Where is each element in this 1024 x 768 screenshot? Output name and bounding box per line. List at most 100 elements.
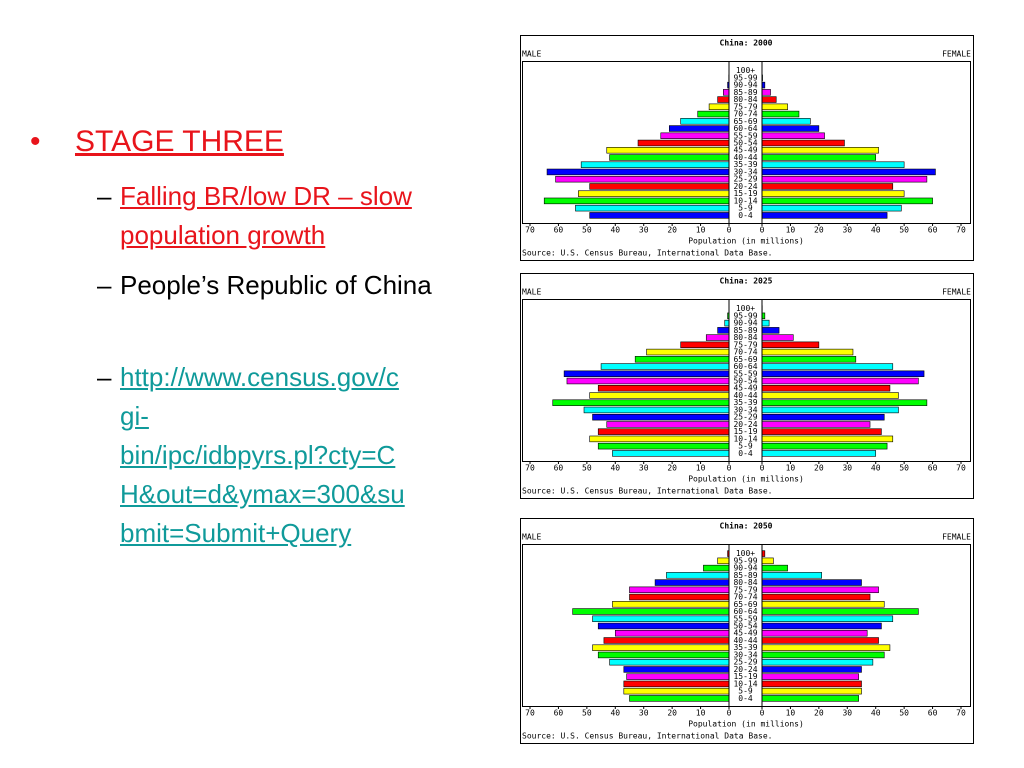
- bar-female: [761, 175, 928, 183]
- age-label: 95-99: [733, 73, 757, 82]
- link[interactable]: http://www.census.gov/c gi- bin/ipc/idbp…: [120, 358, 405, 553]
- age-label: 25-29: [733, 175, 757, 184]
- age-label: 0-4: [738, 211, 753, 220]
- bar-female: [761, 428, 882, 435]
- bar-male: [563, 370, 730, 377]
- age-label: 35-39: [733, 643, 757, 652]
- age-label: 55-59: [733, 369, 757, 378]
- bar-male: [626, 673, 730, 680]
- age-label: 5-9: [738, 204, 753, 213]
- bar-female: [761, 579, 862, 586]
- age-label: 45-49: [733, 629, 757, 638]
- bar-male: [592, 413, 730, 421]
- bar-male: [637, 139, 730, 147]
- age-label: 60-64: [733, 362, 757, 371]
- bar-female: [761, 132, 825, 139]
- bar-female: [761, 190, 905, 197]
- bar-male: [572, 608, 730, 615]
- x-tick-label: 60: [928, 709, 938, 718]
- bar-male: [666, 572, 730, 579]
- age-label: 65-69: [733, 355, 757, 364]
- bar-female: [761, 89, 771, 96]
- bar-male: [575, 204, 730, 212]
- bar-female: [761, 615, 894, 622]
- age-label: 30-34: [733, 167, 757, 176]
- x-tick-label: 10: [786, 464, 796, 473]
- bar-female: [761, 334, 794, 341]
- age-label: 50-54: [733, 377, 757, 386]
- bar-female: [761, 630, 868, 637]
- age-label: 90-94: [733, 81, 757, 90]
- bar-male: [597, 651, 730, 659]
- age-label: 35-39: [733, 398, 757, 407]
- x-tick-label: 60: [928, 226, 938, 235]
- sub-bullet: Falling BR/low DR – slow population grow…: [120, 181, 412, 250]
- bar-male: [597, 428, 730, 435]
- link-line: gi-: [120, 401, 149, 431]
- bar-male: [629, 695, 730, 702]
- bar-male: [708, 103, 730, 111]
- age-label: 15-19: [733, 427, 757, 436]
- bar-male: [600, 363, 730, 370]
- x-tick-label: 20: [814, 226, 824, 235]
- bar-female: [761, 622, 882, 630]
- x-tick-label: 70: [525, 464, 535, 473]
- link-line: http://www.census.gov/c: [120, 362, 399, 392]
- age-label: 45-49: [733, 146, 757, 155]
- x-tick-label: 20: [667, 464, 677, 473]
- x-tick-label: 20: [667, 709, 677, 718]
- link-line: bin/ipc/idbpyrs.pl?cty=C: [120, 440, 396, 470]
- x-tick-label: 70: [525, 709, 535, 718]
- x-tick-label: 70: [525, 226, 535, 235]
- age-label: 100+: [736, 66, 755, 75]
- bar-male: [717, 557, 730, 565]
- link-line: bmit=Submit+Query: [120, 518, 352, 548]
- plot-area: [522, 61, 971, 224]
- chart-title: China: 2000: [720, 38, 773, 48]
- age-label: 50-54: [733, 139, 757, 148]
- age-label: 15-19: [733, 189, 757, 198]
- bar-male: [603, 637, 730, 644]
- bar-male: [597, 385, 730, 392]
- age-label: 100+: [736, 304, 755, 313]
- bar-female: [761, 435, 894, 443]
- bar-female: [761, 118, 811, 125]
- x-tick-label: 0: [727, 709, 732, 718]
- bar-female: [761, 593, 871, 601]
- x-tick-label: 40: [610, 709, 620, 718]
- age-label: 55-59: [733, 131, 757, 140]
- bar-female: [761, 651, 885, 659]
- bar-female: [761, 161, 905, 168]
- bar-male: [555, 175, 730, 183]
- x-tick-label: 70: [956, 464, 966, 473]
- age-label: 40-44: [733, 153, 757, 162]
- bar-female: [761, 687, 862, 695]
- bar-male: [589, 435, 730, 443]
- dash: –: [97, 181, 112, 211]
- age-label: 70-74: [733, 593, 757, 602]
- x-tick-label: 50: [899, 464, 909, 473]
- age-label: 25-29: [733, 658, 757, 667]
- bar-male: [634, 356, 730, 363]
- bar-female: [761, 168, 936, 176]
- age-label: 30-34: [733, 405, 757, 414]
- x-tick-label: 0: [760, 709, 765, 718]
- bar-male: [609, 658, 730, 666]
- bar-female: [761, 363, 894, 370]
- x-tick-label: 60: [554, 709, 564, 718]
- bar-male: [606, 421, 730, 428]
- x-tick-label: 50: [899, 709, 909, 718]
- age-label: 45-49: [733, 384, 757, 393]
- legend-male: MALE: [522, 288, 541, 297]
- bar-female: [761, 356, 857, 363]
- bar-male: [589, 212, 730, 219]
- chart-title: China: 2050: [720, 521, 773, 531]
- bar-female: [761, 637, 879, 644]
- x-tick-label: 60: [928, 464, 938, 473]
- bar-male: [629, 586, 730, 594]
- x-tick-label: 50: [582, 464, 592, 473]
- age-label: 20-24: [733, 182, 757, 191]
- x-tick-label: 60: [554, 226, 564, 235]
- bar-male: [717, 96, 730, 103]
